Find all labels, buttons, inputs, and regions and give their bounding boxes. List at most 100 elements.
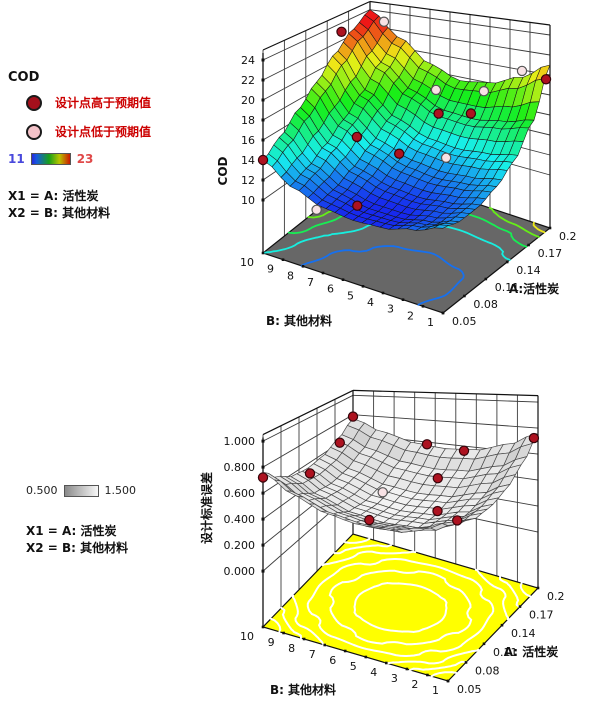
x2-definition: X2 = B: 其他材料 xyxy=(8,206,111,220)
x1-definition: X1 = A: 活性炭 xyxy=(26,524,117,538)
design-point-above xyxy=(458,445,470,456)
design-point-below-label: 设计点低于预期值 xyxy=(55,125,152,139)
axis-text: 10 xyxy=(240,630,254,643)
std-error-of-design-surface: 1.000 0.800 0.600 0.400 0.200 0.000 10 9 8 7 6 5 4 3 2… xyxy=(199,389,565,697)
axis-text: 6 xyxy=(327,283,334,296)
axis-text: 1 xyxy=(427,316,434,329)
axis-text: 12 xyxy=(241,174,255,187)
design-point-below-icon xyxy=(26,123,42,140)
design-point-below xyxy=(440,152,452,163)
design-point-above-icon xyxy=(26,94,42,111)
scale-min-value: 0.500 xyxy=(26,484,58,497)
design-points xyxy=(257,16,552,215)
axis-text: 10 xyxy=(241,194,255,207)
gray-gradient-bar xyxy=(63,484,99,497)
z-axis: 1.000 0.800 0.600 0.400 0.200 0.000 xyxy=(224,435,265,627)
axis-text: 5 xyxy=(350,660,357,673)
axis-text: 0.400 xyxy=(224,513,256,526)
axis-text: 4 xyxy=(367,296,374,309)
axis-text: 0.17 xyxy=(529,609,554,622)
axis-text: 0.05 xyxy=(457,683,482,696)
axis-text: 0.14 xyxy=(516,264,541,277)
axis-text: 0.08 xyxy=(473,298,498,311)
axis-text: 8 xyxy=(287,269,294,282)
axis-text: 16 xyxy=(241,134,255,147)
axis-text: 4 xyxy=(370,666,377,679)
factor-definitions: X1 = A: 活性炭 X2 = B: 其他材料 xyxy=(8,188,178,222)
design-point-above xyxy=(257,154,269,166)
factor-definitions: X1 = A: 活性炭 X2 = B: 其他材料 xyxy=(26,523,196,557)
legend-below-row: 设计点低于预期值 xyxy=(8,123,178,140)
z-axis: 24 22 20 18 16 14 12 10 xyxy=(241,53,265,253)
axis-text: A:活性炭 xyxy=(509,281,559,296)
design-point-above xyxy=(304,468,316,479)
design-point-above xyxy=(432,473,443,484)
axis-text: 0.08 xyxy=(475,664,500,677)
design-point-above xyxy=(394,148,405,159)
axis-text: 1 xyxy=(432,684,439,697)
axis-text: 3 xyxy=(387,303,394,316)
design-points xyxy=(257,411,540,526)
axis-text: 0.2 xyxy=(559,230,577,243)
floor-contours xyxy=(270,537,531,678)
surface-mesh xyxy=(262,418,539,533)
axis-text: A: 活性炭 xyxy=(504,644,559,659)
axis-text: 2 xyxy=(407,309,414,322)
design-point-above xyxy=(257,472,269,483)
design-point-below xyxy=(311,204,322,215)
stderr-legend: 0.500 1.500 X1 = A: 活性炭 X2 = B: 其他材料 xyxy=(26,482,196,557)
axis-text: 0.17 xyxy=(538,247,563,260)
axis-text: 0.000 xyxy=(224,565,256,578)
axis-text: 10 xyxy=(240,256,254,269)
design-point-below xyxy=(478,85,490,97)
axis-text: COD xyxy=(216,156,230,185)
x2-definition: X2 = B: 其他材料 xyxy=(26,541,129,555)
axis-text: 3 xyxy=(391,672,398,685)
scale-max-value: 23 xyxy=(76,152,94,166)
axis-text: B: 其他材料 xyxy=(270,682,336,697)
design-point-above xyxy=(452,515,463,526)
axis-text: 设计标准误差 xyxy=(199,472,214,544)
axis-text: 14 xyxy=(241,154,255,167)
design-point-above xyxy=(334,437,345,448)
design-point-above xyxy=(347,411,359,422)
design-point-above xyxy=(351,131,363,143)
axis-titles: A:活性炭 B: 其他材料 COD xyxy=(216,156,559,328)
axis-text: 0.2 xyxy=(547,590,565,603)
axis-text: 0.05 xyxy=(452,315,477,328)
design-point-above xyxy=(432,505,443,517)
scale-max-value: 1.500 xyxy=(104,484,137,497)
axis-text: 22 xyxy=(241,74,255,87)
axis-text: 18 xyxy=(241,114,255,127)
axis-text: 2 xyxy=(411,678,418,691)
design-point-above xyxy=(540,74,552,85)
scale-min-value: 11 xyxy=(8,152,25,166)
cod-legend: COD 设计点高于预期值 设计点低于预期值 11 23 X1 = A: 活性炭 … xyxy=(8,70,178,222)
axis-text: 0.11 xyxy=(493,646,518,659)
rainbow-gradient-bar xyxy=(30,153,71,165)
gray-scale: 0.500 1.500 xyxy=(26,484,196,497)
design-point-above xyxy=(364,514,375,526)
axis-text: 0.600 xyxy=(224,487,256,500)
surface-mesh xyxy=(262,9,551,231)
axis-text: 0.14 xyxy=(511,627,536,640)
axis-titles: A: 活性炭 B: 其他材料 设计标准误差 xyxy=(199,472,558,697)
design-point-below xyxy=(516,65,528,77)
design-point-above xyxy=(465,108,477,119)
axis-text: 9 xyxy=(268,636,275,649)
axis-text: 8 xyxy=(288,642,295,655)
design-point-above xyxy=(528,432,540,444)
axis-text: 20 xyxy=(241,94,255,107)
axis-text: 0.200 xyxy=(224,539,256,552)
axis-text: 9 xyxy=(267,263,274,276)
axis-text: 5 xyxy=(347,289,354,302)
legend-title: COD xyxy=(8,70,40,85)
color-scale: 11 23 xyxy=(8,152,178,166)
axis-text: B: 其他材料 xyxy=(266,313,332,328)
design-point-below xyxy=(377,487,388,498)
